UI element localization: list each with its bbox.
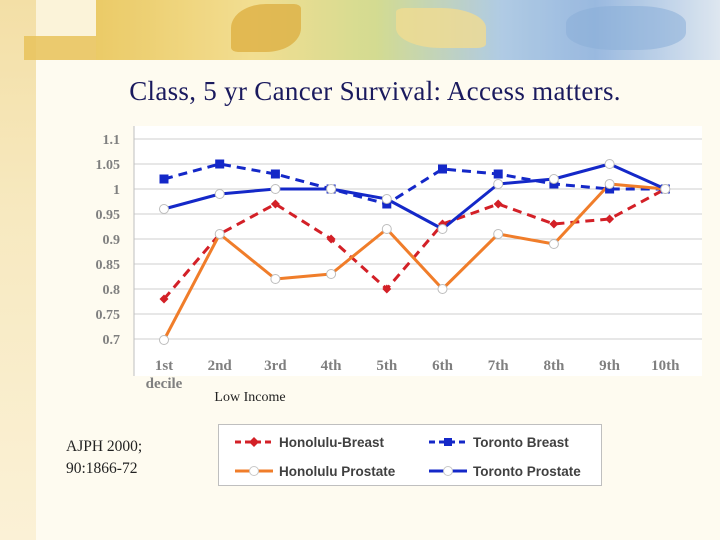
point-honolulu-prostate (604, 179, 615, 189)
legend-item-honolulu-prostate: Honolulu Prostate (233, 461, 395, 481)
point-toronto-prostate (381, 194, 392, 204)
point-toronto-breast (159, 174, 169, 184)
banner-leaf-decoration (396, 8, 486, 48)
point-honolulu-breast (549, 219, 559, 229)
citation-line-2: 90:1866-72 (66, 460, 138, 477)
y-tick-label: 0.95 (96, 208, 121, 223)
legend-item-honolulu-breast: Honolulu-Breast (233, 432, 384, 452)
x-tick-label: 2nd (208, 358, 233, 374)
series-line-honolulu-prostate (162, 182, 666, 341)
legend-label: Honolulu Prostate (279, 463, 396, 479)
legend-swatch-honolulu-breast (235, 437, 273, 447)
x-tick-label: 7th (488, 358, 509, 374)
y-tick-label: 1.05 (96, 158, 121, 173)
top-banner-image (96, 0, 720, 60)
point-honolulu-prostate (437, 284, 448, 294)
citation-line-1: AJPH 2000; (66, 438, 143, 455)
legend-label: Toronto Prostate (473, 463, 581, 479)
x-tick-label: 1st decile (146, 358, 183, 392)
legend-swatch-honolulu-prostate (235, 466, 273, 476)
legend-swatch-toronto-breast (429, 438, 467, 446)
citation: AJPH 2000; 90:1866-72 (66, 436, 142, 480)
y-tick-label: 0.85 (96, 258, 121, 273)
legend-label: Toronto Breast (473, 434, 569, 450)
point-honolulu-breast (382, 284, 392, 294)
legend-item-toronto-prostate: Toronto Prostate (427, 461, 581, 481)
point-toronto-prostate (214, 189, 225, 199)
x-axis-label: Low Income (214, 390, 285, 405)
point-toronto-prostate (270, 184, 281, 194)
point-toronto-prostate (326, 184, 337, 194)
y-tick-label: 0.7 (103, 333, 121, 348)
y-tick-label: 0.9 (103, 233, 121, 248)
point-toronto-prostate (660, 184, 671, 194)
point-toronto-breast (493, 169, 503, 179)
y-tick-label: 1 (113, 183, 120, 198)
x-tick-label: 10th (651, 358, 680, 374)
point-honolulu-prostate (493, 229, 504, 239)
point-toronto-prostate (159, 204, 169, 214)
point-toronto-breast (215, 159, 225, 169)
legend-label: Honolulu-Breast (279, 434, 385, 450)
point-toronto-prostate (604, 159, 615, 169)
y-tick-label: 1.1 (103, 133, 121, 148)
x-tick-label: 6th (432, 358, 453, 374)
point-honolulu-prostate (159, 335, 169, 345)
series-line-honolulu-breast (162, 187, 667, 300)
point-honolulu-prostate (326, 269, 337, 279)
left-decorative-band (0, 0, 36, 540)
series-line-toronto-breast (163, 162, 666, 206)
y-tick-label: 0.75 (96, 308, 121, 323)
point-toronto-breast (270, 169, 280, 179)
point-honolulu-breast (159, 294, 169, 304)
point-toronto-prostate (548, 174, 559, 184)
point-toronto-prostate (493, 179, 504, 189)
x-tick-label: 3rd (264, 358, 287, 374)
point-honolulu-prostate (270, 274, 281, 284)
point-toronto-prostate (437, 224, 448, 234)
point-honolulu-prostate (548, 239, 559, 249)
corner-decoration (24, 36, 96, 60)
x-tick-label: 5th (376, 358, 397, 374)
series-line-toronto-prostate (163, 162, 666, 231)
slide-title: Class, 5 yr Cancer Survival: Access matt… (129, 76, 621, 106)
y-tick-label: 0.8 (103, 283, 121, 298)
banner-leaf-decoration (231, 4, 301, 52)
point-honolulu-prostate (381, 224, 392, 234)
x-tick-label: 9th (599, 358, 620, 374)
x-tick-label: 8th (543, 358, 564, 374)
point-honolulu-breast (326, 234, 336, 244)
banner-leaf-decoration (566, 6, 686, 50)
chart-legend: Honolulu-Breast Toronto Breast Honolulu … (218, 424, 602, 486)
point-honolulu-breast (605, 214, 615, 224)
line-chart: 0.7 0.75 0.8 0.85 0.9 0.95 1 1.05 1.1 1st decile 2… (96, 126, 702, 405)
point-toronto-breast (438, 164, 447, 174)
point-honolulu-prostate (214, 229, 225, 239)
point-honolulu-breast (270, 199, 280, 209)
point-honolulu-breast (493, 199, 503, 209)
legend-swatch-toronto-prostate (429, 466, 467, 476)
x-tick-label: 4th (321, 358, 342, 374)
legend-item-toronto-breast: Toronto Breast (427, 432, 569, 452)
